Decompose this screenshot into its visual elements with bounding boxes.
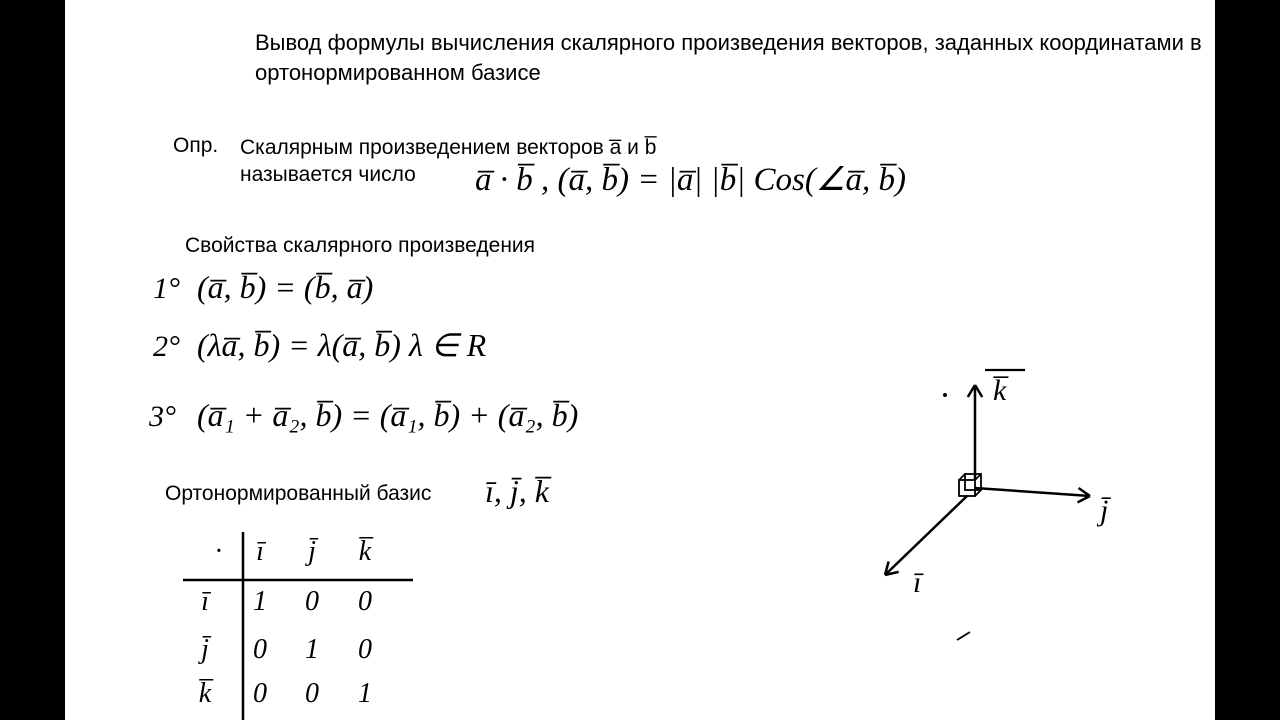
svg-text:1: 1 (358, 678, 372, 709)
svg-text:j̄: j̄ (198, 634, 211, 665)
basis-table: ·īj̄k̅īj̄k̅100010001 (183, 532, 413, 720)
property-2: 2° (λa̅, b̅) = λ(a̅, b̅) λ ∈ R (153, 327, 487, 363)
svg-text:ī: ī (913, 566, 924, 599)
svg-text:k̅: k̅ (359, 536, 374, 567)
definition-line1: Скалярным произведением векторов a̅ и b̅ (240, 136, 656, 159)
basis-heading: Ортонормированный базис (165, 482, 431, 506)
svg-text:0: 0 (253, 678, 267, 709)
svg-text:0: 0 (358, 586, 372, 617)
svg-text:j̄: j̄ (1096, 494, 1112, 527)
svg-text:k̅: k̅ (992, 374, 1009, 407)
property-1: 1° (a̅, b̅) = (b̅, a̅) (153, 269, 373, 305)
basis-vectors: ī, j̄, k̅ (485, 473, 552, 509)
property-formula: (a̅, b̅) = (b̅, a̅) (197, 269, 373, 305)
svg-text:·: · (215, 536, 222, 567)
definition-label: Опр. (173, 134, 218, 158)
page-title: Вывод формулы вычисления скалярного прои… (255, 28, 1255, 87)
axes-diagram: k̅ j̄ ī (885, 370, 1112, 640)
whiteboard-page: Вывод формулы вычисления скалярного прои… (65, 0, 1215, 720)
svg-text:0: 0 (358, 634, 372, 665)
properties-heading: Свойства скалярного произведения (185, 234, 535, 258)
handwriting-layer: a̅ · b̅ , (a̅, b̅) = |a̅| |b̅| Cos(∠a̅, … (65, 0, 1215, 720)
property-num: 2° (153, 330, 180, 363)
svg-text:ī: ī (201, 586, 211, 617)
svg-text:1: 1 (253, 586, 267, 617)
svg-text:1: 1 (305, 634, 319, 665)
svg-text:0: 0 (305, 678, 319, 709)
svg-text:ī: ī (256, 536, 266, 567)
property-formula: (λa̅, b̅) = λ(a̅, b̅) λ ∈ R (197, 327, 487, 363)
property-3: 3° (a̅₁ + a̅₂, b̅) = (a̅₁, b̅) + (a̅₂, b… (148, 397, 578, 433)
definition-line2: называется число (240, 163, 416, 186)
definition-text: Скалярным произведением векторов a̅ и b̅… (240, 134, 720, 189)
svg-text:k̅: k̅ (199, 678, 214, 709)
property-num: 3° (148, 400, 176, 433)
svg-text:0: 0 (253, 634, 267, 665)
svg-text:j̄: j̄ (305, 536, 318, 567)
property-formula: (a̅₁ + a̅₂, b̅) = (a̅₁, b̅) + (a̅₂, b̅) (197, 397, 578, 433)
property-num: 1° (153, 272, 180, 305)
svg-text:0: 0 (305, 586, 319, 617)
